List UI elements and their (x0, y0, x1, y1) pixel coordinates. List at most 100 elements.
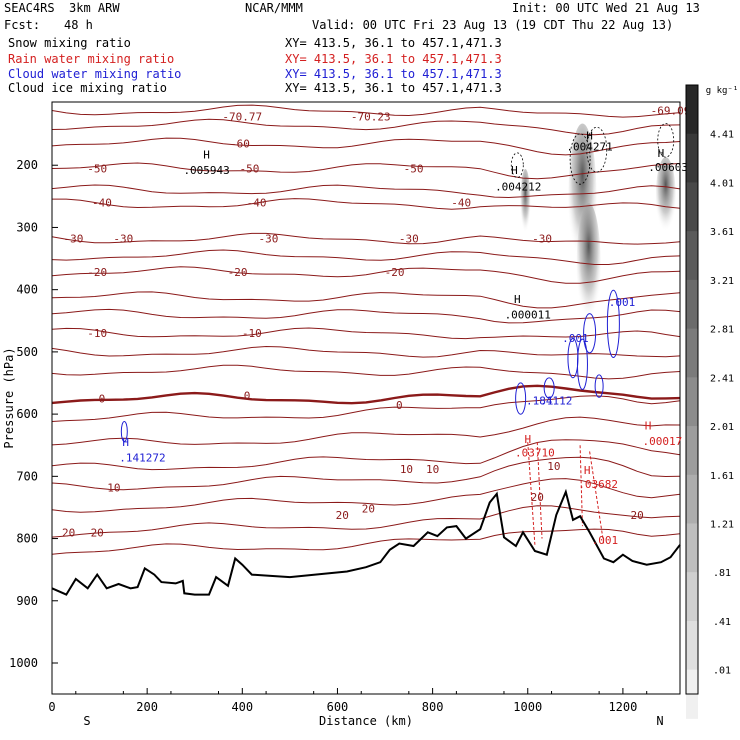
maximum-label: H (203, 149, 210, 162)
field-xy-cloud-water: XY= 413.5, 36.1 to 457.1,471.3 (285, 67, 502, 81)
isotherm-line (51, 505, 681, 538)
snow-shade-blob (576, 203, 601, 327)
isotherm-line (51, 439, 681, 471)
maximum-label: .001 (562, 332, 589, 345)
isotherm-label: -50 (404, 162, 424, 175)
snow-contour (510, 152, 524, 178)
init-label: Init: 00 UTC Wed 21 Aug 13 (512, 1, 700, 15)
isotherm-line (51, 345, 681, 358)
x-tick-label: 400 (231, 700, 253, 714)
terrain-surface (51, 488, 681, 596)
colorbar-label: 2.01 (710, 422, 734, 433)
y-tick-label: 300 (16, 220, 38, 234)
colorbar-label: .41 (713, 617, 731, 628)
rain-water-contour (579, 445, 583, 527)
rain-water-contour (589, 451, 605, 545)
colorbar-label: 4.41 (710, 130, 734, 141)
maximum-label: .141272 (119, 452, 165, 465)
colorbar-swatch (686, 669, 698, 719)
snow-contour (569, 133, 591, 185)
isotherm-label: -50 (87, 162, 107, 175)
y-tick-label: 400 (16, 283, 38, 297)
maximum-label: H (586, 129, 593, 142)
isotherm-lines (51, 104, 681, 555)
y-tick-label: 800 (16, 532, 38, 546)
isotherm-label: -70.23 (351, 111, 391, 124)
colorbar-swatch (686, 620, 698, 671)
isotherm-label: 0 (244, 389, 251, 402)
colorbar-swatch (686, 377, 698, 427)
isotherm-label: 20 (336, 509, 349, 522)
isotherm-label: 0 (99, 393, 106, 406)
colorbar-swatch (686, 182, 698, 232)
cloud-water-contour (606, 289, 620, 358)
isotherm-label: 20 (362, 503, 375, 516)
isotherm-label: -40 (92, 197, 112, 210)
colorbar-swatch (686, 426, 698, 476)
colorbar-swatch (686, 279, 698, 330)
x-tick-label: 600 (327, 700, 349, 714)
isotherm-label: -20 (385, 266, 405, 279)
isotherm-line (51, 118, 681, 136)
maximum-label: H (584, 464, 591, 477)
isotherm-label: -60 (230, 137, 250, 150)
colorbar: 4.41 4.01 3.61 3.21 2.81 2.41 2.01 1.61 1.21 .81.… (685, 84, 739, 719)
field-label-snow: Snow mixing ratio (8, 36, 131, 50)
maximum-label: .00603 (648, 161, 688, 174)
maximum-label: .184112 (526, 394, 572, 407)
field-xy-snow: XY= 413.5, 36.1 to 457.1,471.3 (285, 36, 502, 50)
terrain-line (51, 488, 681, 596)
contour-labels: -70.77 -70.23 -69.09 -60 -50 -50 -50 -40 -40 -40 -… (62, 104, 690, 546)
isotherm-label: -10 (242, 327, 262, 340)
y-tick-label: 1000 (9, 656, 38, 670)
cloud-water-contour (567, 338, 579, 379)
isotherm-line (51, 249, 681, 265)
isotherm-label: 20 (62, 526, 75, 539)
plot-border (51, 101, 681, 695)
maximum-label: .001 (592, 534, 619, 547)
isotherm-line (51, 478, 681, 513)
cloud-water-contour (120, 420, 128, 443)
isotherm-label: 10 (426, 463, 439, 476)
isotherm-label: -10 (87, 327, 107, 340)
colorbar-label: 2.41 (710, 373, 734, 384)
maximum-label: H (514, 293, 521, 306)
isotherm-line (51, 384, 681, 405)
isotherm-label: -70.77 (222, 111, 262, 124)
maximum-label: H (658, 147, 665, 160)
colorbar-swatch (686, 328, 698, 378)
maximum-label: .03682 (578, 478, 618, 491)
isotherm-label: -30 (259, 233, 279, 246)
rain-water-contour (536, 442, 543, 539)
colorbar-swatch (686, 231, 698, 281)
field-xy-rain: XY= 413.5, 36.1 to 457.1,471.3 (285, 52, 502, 66)
cloud-water-contour (583, 313, 597, 354)
y-tick-label: 200 (16, 158, 38, 172)
y-axis-title: Pressure (hPa) (2, 347, 16, 448)
rain-water-contour (527, 442, 536, 545)
maximum-label: H (645, 419, 652, 432)
isotherm-label: 10 (107, 482, 120, 495)
maximum-label: .004271 (566, 141, 612, 154)
valid-label: Valid: 00 UTC Fri 23 Aug 13 (19 CDT Thu … (312, 18, 674, 32)
colorbar-label: .01 (713, 666, 731, 677)
maximum-label: .001 (609, 296, 636, 309)
maximum-label: .004212 (495, 180, 541, 193)
snow-shade-blob (655, 157, 676, 236)
colorbar-unit: g kg⁻¹ (706, 86, 739, 96)
isotherm-label: 20 (91, 526, 104, 539)
maximum-label: .00017 (643, 435, 683, 448)
isotherm-line (51, 416, 681, 446)
cloud-water-contour (594, 374, 604, 398)
colorbar-swatch (686, 572, 698, 622)
axes: 0 200 400 600 800 1000 12002003004005006007008… (2, 158, 664, 728)
y-tick-label: 700 (16, 469, 38, 483)
colorbar-swatch (686, 474, 698, 524)
isotherm-label: -40 (451, 197, 471, 210)
colorbar-swatch (686, 523, 698, 573)
colorbar-label: 2.81 (710, 325, 734, 336)
cloud-contours (120, 123, 675, 545)
field-xy-cloud-ice: XY= 413.5, 36.1 to 457.1,471.3 (285, 81, 502, 95)
isotherm-line (51, 528, 681, 555)
